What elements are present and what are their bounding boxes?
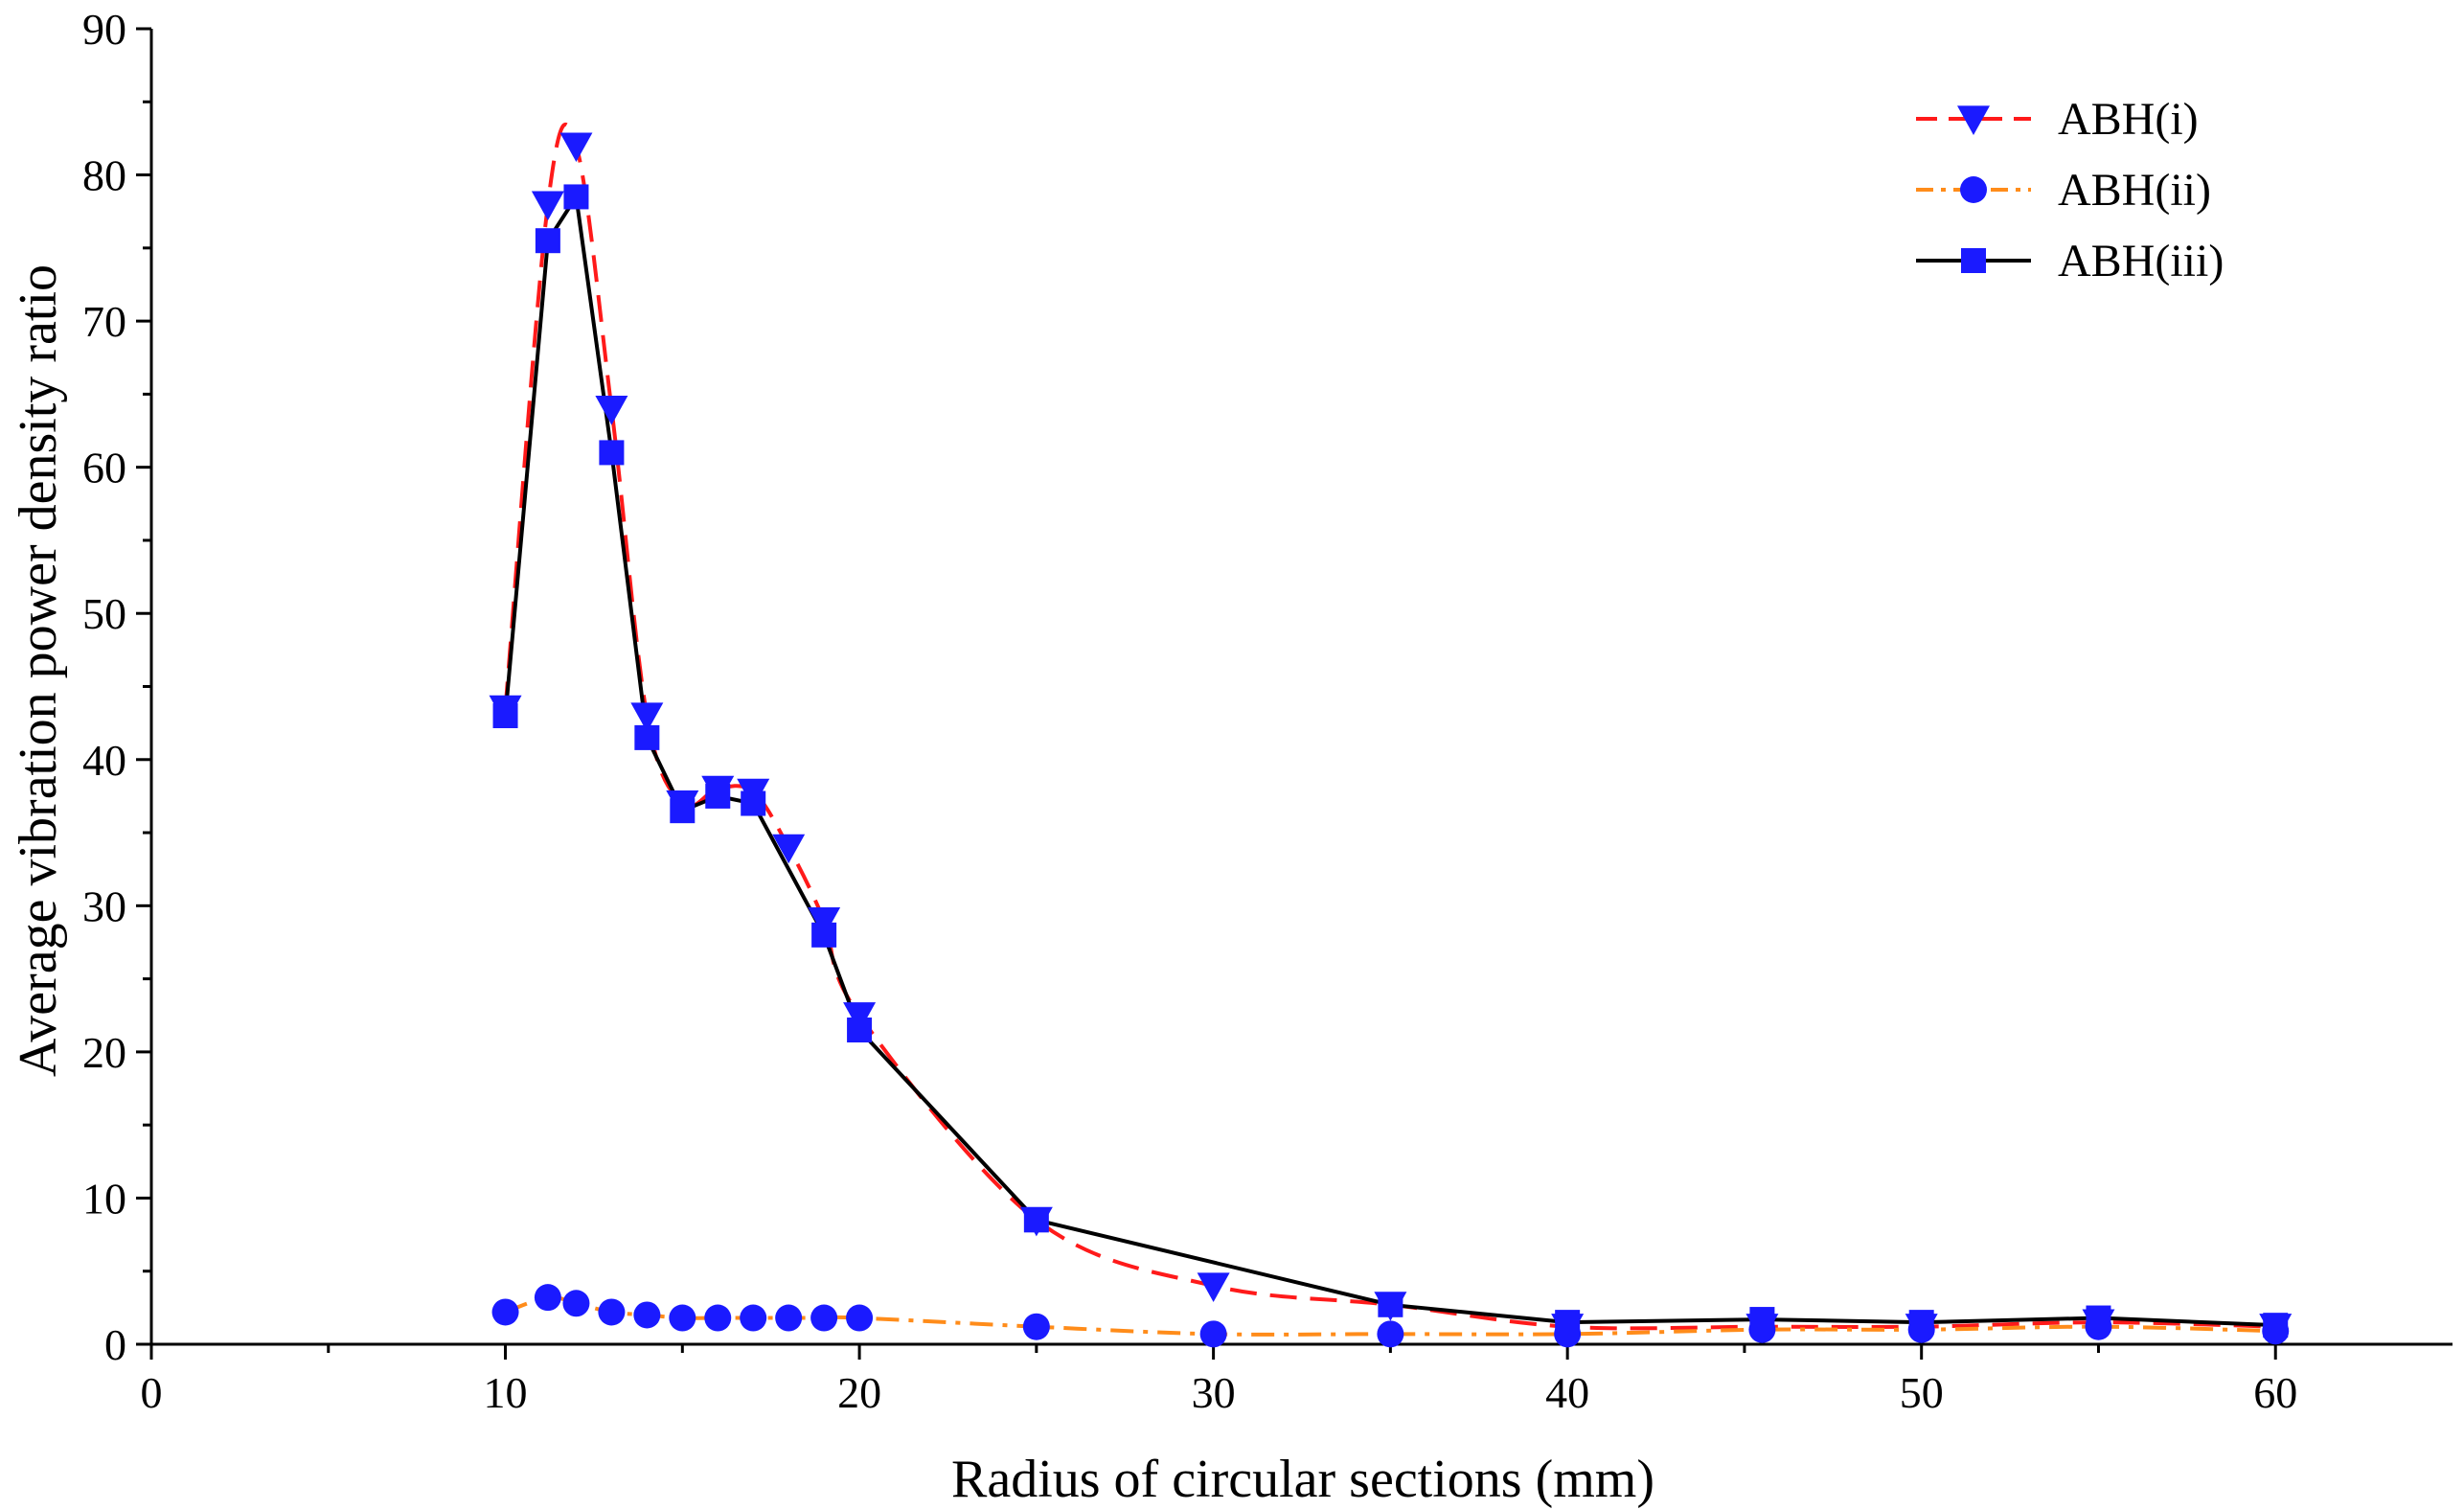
series-markers <box>489 132 2293 1348</box>
data-point-series-3 <box>847 1018 873 1043</box>
data-point-series-2 <box>740 1304 767 1332</box>
data-point-series-3 <box>1378 1292 1403 1317</box>
data-point-series-2 <box>810 1304 838 1332</box>
x-tick-label: 40 <box>1545 1368 1589 1417</box>
data-point-series-1 <box>595 396 628 425</box>
data-point-series-3 <box>1023 1207 1049 1233</box>
series-line-1 <box>503 123 2276 1331</box>
data-point-series-3 <box>535 228 560 254</box>
x-tick-label: 0 <box>141 1368 163 1417</box>
y-tick-label: 80 <box>82 151 126 200</box>
y-tick-label: 20 <box>82 1028 126 1077</box>
data-point-series-2 <box>1199 1320 1227 1348</box>
axes <box>136 27 2453 1360</box>
x-tick-label: 50 <box>1900 1368 1944 1417</box>
legend-label-1: ABH(i) <box>2058 94 2199 145</box>
data-point-series-2 <box>704 1304 732 1332</box>
data-point-series-2 <box>669 1304 696 1332</box>
data-point-series-1 <box>772 834 806 864</box>
y-tick-label: 0 <box>104 1320 126 1369</box>
x-tick-label: 30 <box>1192 1368 1236 1417</box>
data-point-series-2 <box>633 1301 661 1329</box>
data-point-series-2 <box>562 1290 590 1317</box>
series-line-3 <box>503 194 2276 1328</box>
data-point-series-1 <box>843 1002 877 1032</box>
data-point-series-2 <box>491 1298 519 1326</box>
data-point-series-1 <box>1197 1272 1230 1302</box>
data-point-series-3 <box>741 790 766 816</box>
data-point-series-3 <box>811 922 837 948</box>
data-point-series-2 <box>598 1298 626 1326</box>
x-tick-label: 60 <box>2253 1368 2297 1417</box>
data-point-series-2 <box>1022 1313 1050 1340</box>
data-point-series-2 <box>846 1304 874 1332</box>
data-point-series-1 <box>630 702 664 733</box>
legend: ABH(i) ABH(ii) ABH(iii) <box>1916 94 2224 286</box>
legend-marker-2 <box>1960 176 1987 203</box>
data-point-series-3 <box>599 440 625 466</box>
data-point-series-1 <box>559 132 593 163</box>
data-point-series-3 <box>634 724 660 750</box>
legend-marker-1 <box>1957 105 1990 135</box>
data-point-series-3 <box>563 184 589 210</box>
tick-labels: 0 10 20 30 40 50 60 0 10 20 30 40 50 60 70 80 90 <box>82 5 2297 1417</box>
y-axis-title: Average vibration power density ratio <box>9 264 68 1077</box>
data-point-series-3 <box>1555 1310 1581 1336</box>
y-tick-label: 10 <box>82 1174 126 1223</box>
data-point-series-3 <box>670 798 696 824</box>
y-tick-label: 70 <box>82 297 126 346</box>
data-point-series-3 <box>1749 1307 1775 1333</box>
data-point-series-3 <box>2086 1305 2111 1331</box>
legend-label-2: ABH(ii) <box>2058 165 2211 216</box>
data-point-series-3 <box>705 783 731 809</box>
legend-label-3: ABH(iii) <box>2058 236 2224 286</box>
series-lines <box>503 123 2276 1337</box>
y-tick-label: 90 <box>82 5 126 54</box>
x-axis-title: Radius of circular sections (mm) <box>951 1450 1654 1509</box>
y-tick-label: 60 <box>82 444 126 492</box>
data-point-series-3 <box>492 703 518 729</box>
data-point-series-3 <box>2263 1313 2289 1338</box>
data-point-series-1 <box>531 191 564 221</box>
legend-marker-3 <box>1961 248 1986 273</box>
data-point-series-1 <box>808 906 841 937</box>
y-tick-label: 30 <box>82 881 126 930</box>
data-point-series-2 <box>1377 1320 1404 1348</box>
x-tick-label: 10 <box>484 1368 528 1417</box>
data-point-series-2 <box>534 1284 561 1312</box>
y-tick-label: 40 <box>82 736 126 785</box>
y-tick-label: 50 <box>82 589 126 638</box>
data-point-series-3 <box>1908 1310 1934 1336</box>
data-point-series-2 <box>775 1304 803 1332</box>
x-tick-label: 20 <box>837 1368 881 1417</box>
